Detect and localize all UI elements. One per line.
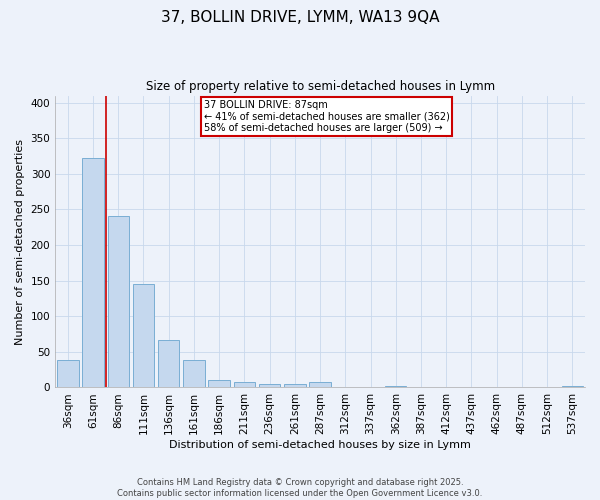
Text: Contains HM Land Registry data © Crown copyright and database right 2025.
Contai: Contains HM Land Registry data © Crown c… [118, 478, 482, 498]
Title: Size of property relative to semi-detached houses in Lymm: Size of property relative to semi-detach… [146, 80, 494, 93]
Bar [562, 386, 583, 388]
Bar [183, 360, 205, 388]
Text: 37 BOLLIN DRIVE: 87sqm
← 41% of semi-detached houses are smaller (362)
58% of se: 37 BOLLIN DRIVE: 87sqm ← 41% of semi-det… [203, 100, 449, 133]
Bar [57, 360, 79, 388]
Bar [82, 158, 104, 388]
Bar [107, 216, 129, 388]
Y-axis label: Number of semi-detached properties: Number of semi-detached properties [15, 138, 25, 344]
Bar [385, 386, 406, 388]
Bar [158, 340, 179, 388]
X-axis label: Distribution of semi-detached houses by size in Lymm: Distribution of semi-detached houses by … [169, 440, 471, 450]
Text: 37, BOLLIN DRIVE, LYMM, WA13 9QA: 37, BOLLIN DRIVE, LYMM, WA13 9QA [161, 10, 439, 25]
Bar [208, 380, 230, 388]
Bar [259, 384, 280, 388]
Bar [284, 384, 305, 388]
Bar [233, 382, 255, 388]
Bar [310, 382, 331, 388]
Bar [133, 284, 154, 388]
